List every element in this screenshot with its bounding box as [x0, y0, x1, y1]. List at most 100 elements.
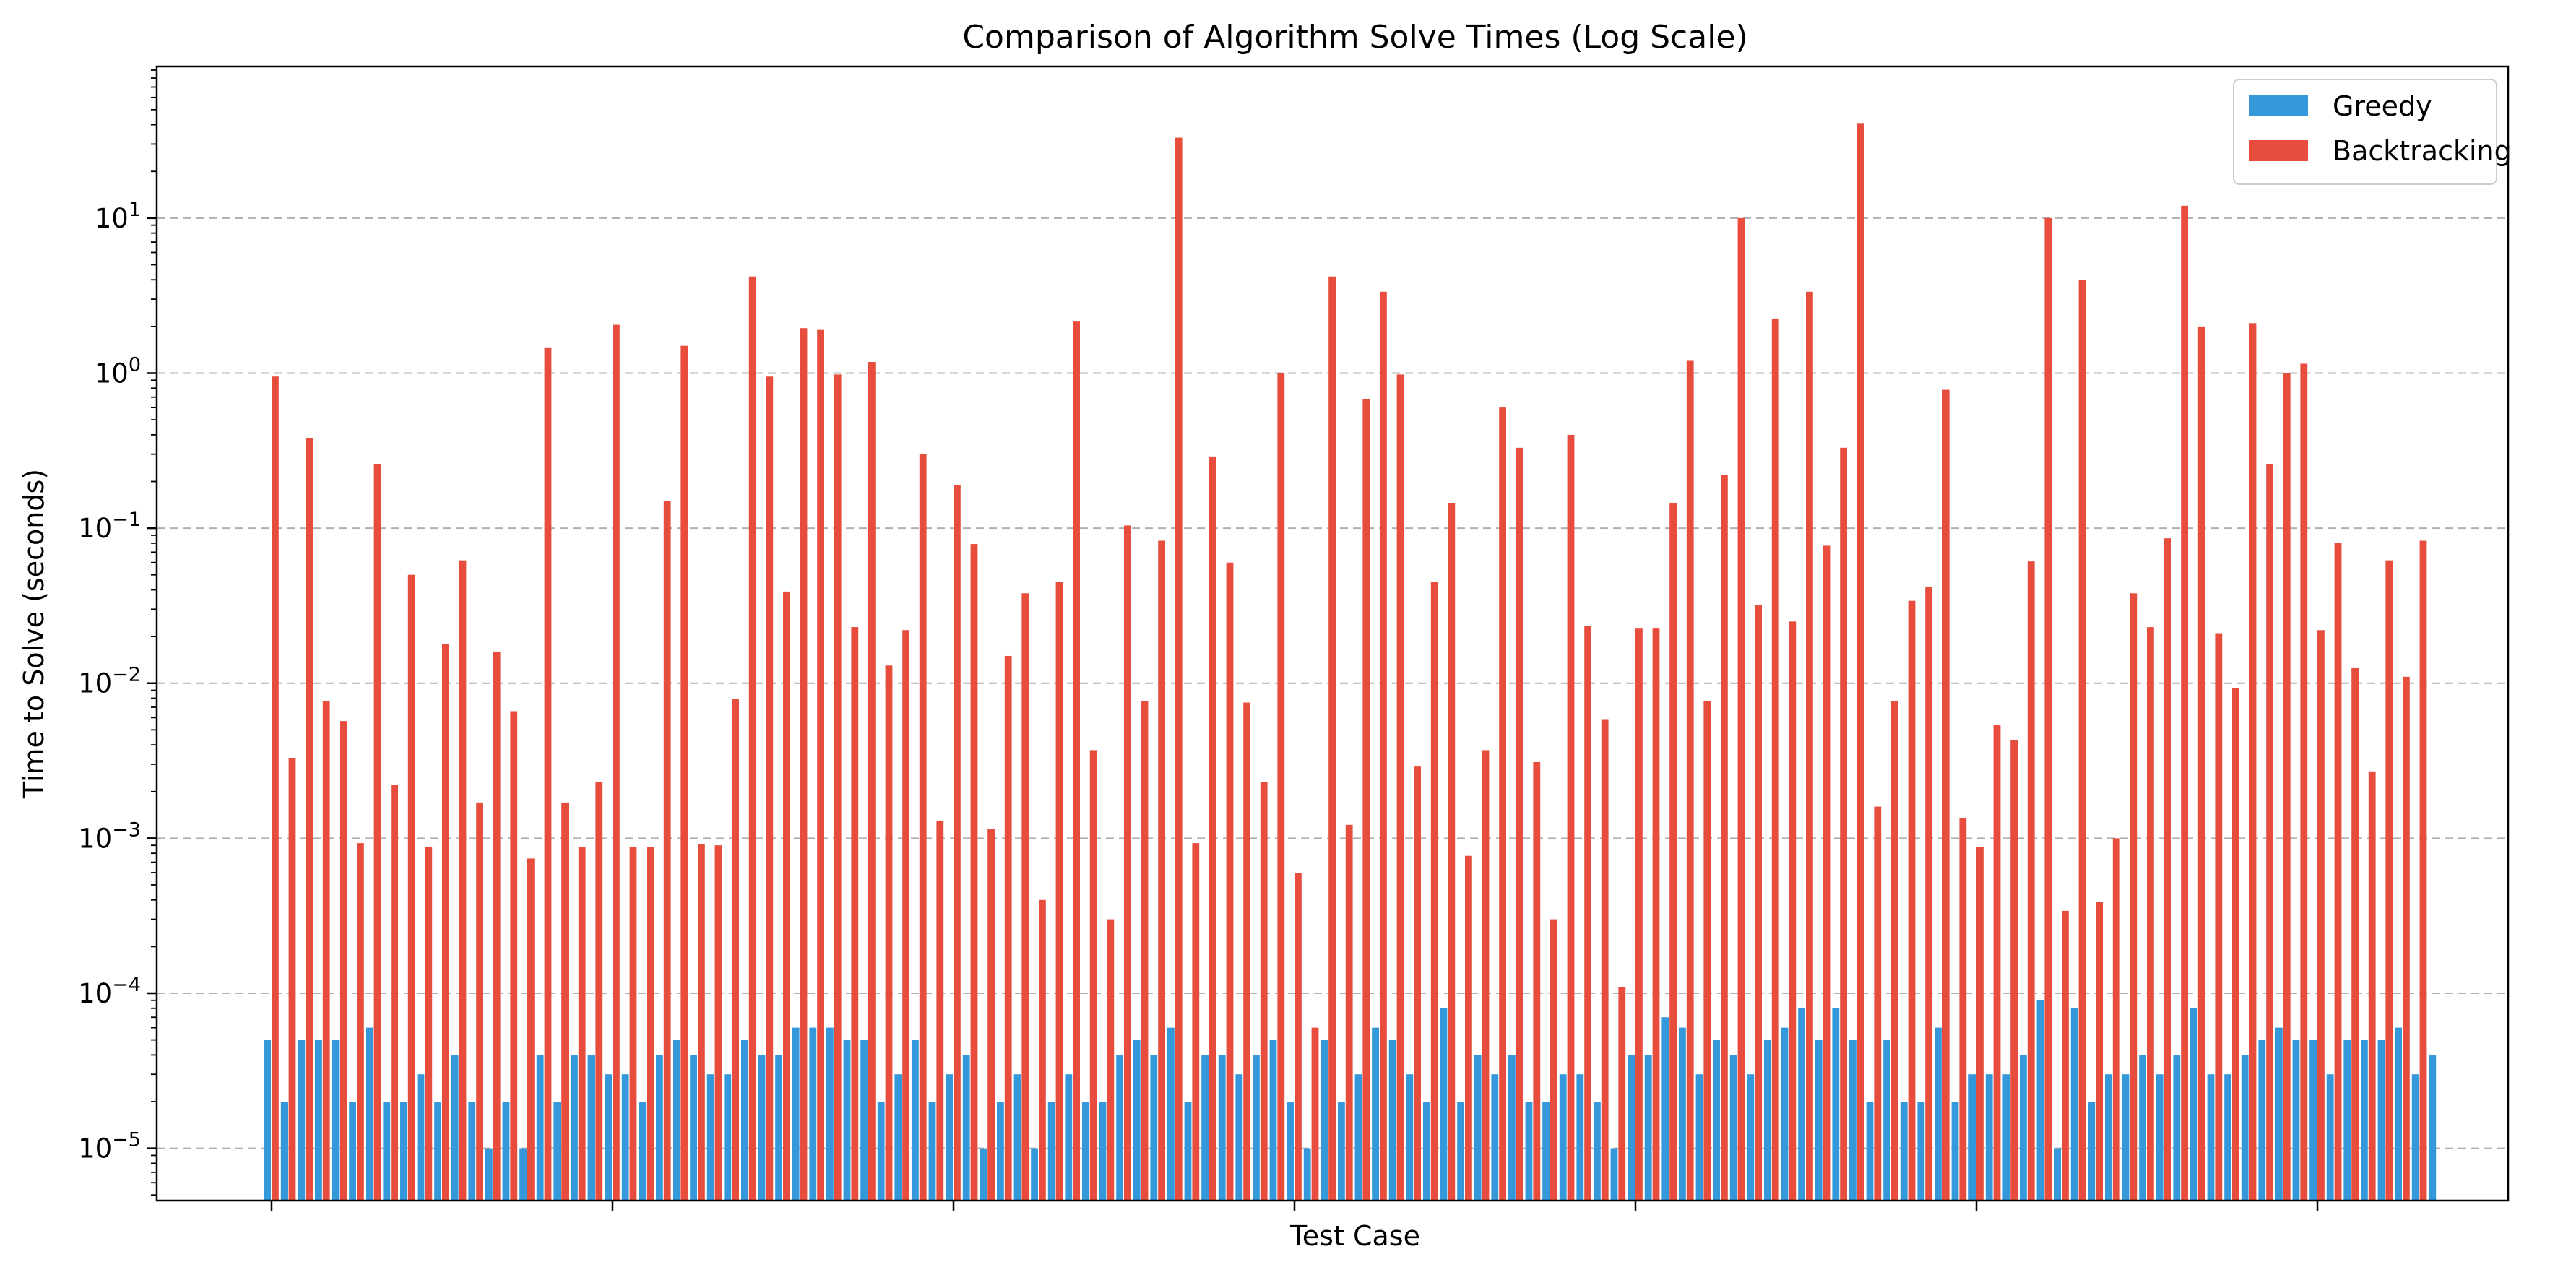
bar-greedy — [2070, 1008, 2078, 1201]
bar-greedy — [1508, 1055, 1516, 1201]
bar-greedy — [280, 1102, 288, 1201]
bar-greedy — [621, 1074, 629, 1201]
bar-backtracking — [1789, 621, 1797, 1201]
bar-greedy — [332, 1040, 340, 1201]
bar-greedy — [1457, 1102, 1464, 1201]
bar-backtracking — [1465, 855, 1472, 1201]
bar-greedy — [1474, 1055, 1482, 1201]
bar-greedy — [1184, 1102, 1192, 1201]
bar-greedy — [706, 1074, 714, 1201]
bar-backtracking — [578, 847, 586, 1201]
bar-greedy — [264, 1040, 271, 1201]
bar-backtracking — [613, 324, 620, 1201]
bar-backtracking — [561, 802, 569, 1201]
bar-backtracking — [1192, 843, 1200, 1201]
bar-greedy — [349, 1102, 356, 1201]
x-axis-ticks — [270, 1201, 2319, 1211]
bar-backtracking — [1260, 782, 1268, 1201]
bar-backtracking — [2062, 910, 2069, 1201]
bar-backtracking — [1380, 291, 1387, 1201]
bar-backtracking — [817, 329, 824, 1201]
bar-greedy — [383, 1102, 391, 1201]
bar-greedy — [656, 1055, 663, 1201]
y-axis-label: Time to Solve (seconds) — [18, 469, 50, 799]
bar-backtracking — [2147, 627, 2154, 1201]
bar-backtracking — [1686, 360, 1694, 1201]
bar-greedy — [1525, 1102, 1533, 1201]
bar-backtracking — [2266, 464, 2273, 1201]
bar-greedy — [1644, 1055, 1652, 1201]
bar-backtracking — [1908, 600, 1916, 1201]
bar-greedy — [758, 1055, 766, 1201]
bar-backtracking — [1618, 987, 1626, 1201]
bar-greedy — [1542, 1102, 1550, 1201]
bar-greedy — [792, 1027, 800, 1201]
bar-greedy — [1883, 1040, 1890, 1201]
bar-greedy — [2326, 1074, 2334, 1201]
bar-backtracking — [2164, 538, 2171, 1201]
bar-backtracking — [288, 758, 296, 1201]
bar-backtracking — [2232, 688, 2239, 1201]
bar-greedy — [2343, 1040, 2351, 1201]
bar-greedy — [2411, 1074, 2419, 1201]
bar-backtracking — [1601, 719, 1609, 1201]
bar-greedy — [2207, 1074, 2215, 1201]
bar-backtracking — [2044, 217, 2052, 1201]
bar-greedy — [894, 1074, 902, 1201]
bar-greedy — [724, 1074, 732, 1201]
bar-backtracking — [714, 845, 722, 1201]
bar-greedy — [485, 1148, 493, 1201]
bar-backtracking — [272, 376, 279, 1201]
bar-greedy — [468, 1102, 476, 1201]
bar-greedy — [1610, 1148, 1618, 1201]
bar-backtracking — [1976, 847, 1984, 1201]
bar-greedy — [605, 1074, 612, 1201]
bar-backtracking — [987, 829, 995, 1201]
bar-backtracking — [1857, 123, 1864, 1201]
bar-greedy — [639, 1102, 647, 1201]
bar-greedy — [826, 1027, 834, 1201]
bar-greedy — [912, 1040, 919, 1201]
bar-backtracking — [544, 347, 552, 1201]
bar-backtracking — [2283, 373, 2291, 1201]
bar-greedy — [1031, 1148, 1038, 1201]
bar-greedy — [417, 1074, 425, 1201]
bar-greedy — [1235, 1074, 1243, 1201]
bar-greedy — [1849, 1040, 1857, 1201]
y-tick-label: 10−2 — [78, 664, 141, 699]
bar-greedy — [877, 1102, 885, 1201]
bar-backtracking — [1703, 701, 1711, 1201]
bar-backtracking — [1414, 766, 1421, 1201]
x-axis-label: Test Case — [1289, 1220, 1420, 1252]
bar-greedy — [1935, 1027, 1942, 1201]
bar-greedy — [2190, 1008, 2197, 1201]
bar-greedy — [1832, 1008, 1840, 1201]
bar-backtracking — [1533, 761, 1541, 1201]
bar-backtracking — [510, 711, 518, 1201]
bar-backtracking — [1737, 217, 1745, 1201]
bar-backtracking — [629, 847, 637, 1201]
bar-backtracking — [663, 501, 671, 1201]
bar-backtracking — [748, 276, 756, 1201]
y-tick-label: 101 — [95, 199, 141, 234]
bar-backtracking — [2027, 561, 2035, 1201]
bar-backtracking — [442, 643, 449, 1201]
bar-greedy — [536, 1055, 544, 1201]
bar-greedy — [2258, 1040, 2266, 1201]
bar-greedy — [2020, 1055, 2027, 1201]
bar-greedy — [1065, 1074, 1073, 1201]
bar-greedy — [1372, 1027, 1379, 1201]
bar-backtracking — [970, 544, 978, 1201]
bar-backtracking — [919, 454, 927, 1201]
bar-greedy — [1388, 1040, 1396, 1201]
bar-greedy — [843, 1040, 851, 1201]
bar-greedy — [553, 1102, 561, 1201]
bar-backtracking — [2368, 771, 2376, 1201]
bar-backtracking — [1771, 318, 1779, 1201]
bar-greedy — [775, 1055, 782, 1201]
bar-greedy — [1781, 1027, 1789, 1201]
bar-greedy — [690, 1055, 697, 1201]
bar-backtracking — [1021, 593, 1029, 1201]
bar-greedy — [2292, 1040, 2300, 1201]
